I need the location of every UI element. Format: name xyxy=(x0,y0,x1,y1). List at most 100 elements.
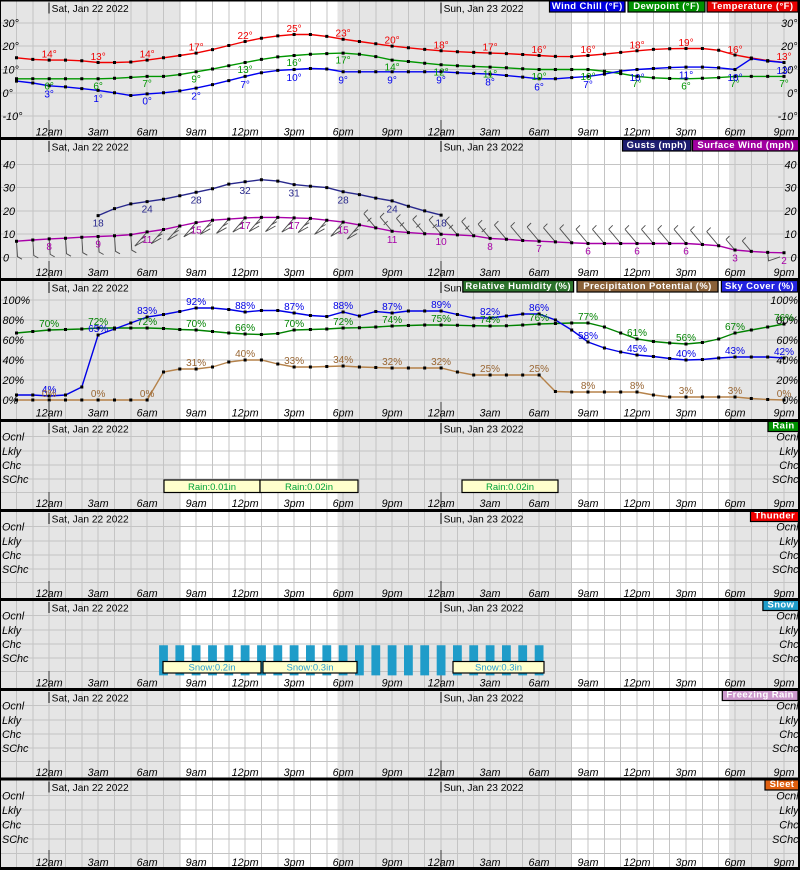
svg-text:Sun, Jan 23 2022: Sun, Jan 23 2022 xyxy=(444,4,524,15)
svg-text:3am: 3am xyxy=(480,408,501,420)
svg-text:7°: 7° xyxy=(779,79,789,90)
svg-text:24: 24 xyxy=(387,205,399,216)
svg-text:12am: 12am xyxy=(428,127,455,139)
svg-text:Ocnl: Ocnl xyxy=(776,611,799,623)
svg-text:9pm: 9pm xyxy=(382,127,403,139)
svg-text:25°: 25° xyxy=(287,24,302,35)
svg-text:12°: 12° xyxy=(434,67,449,78)
svg-text:Snow:0.3in: Snow:0.3in xyxy=(475,663,522,674)
svg-text:10°: 10° xyxy=(727,73,742,84)
svg-text:Sun, Jan 23 2022: Sun, Jan 23 2022 xyxy=(444,604,524,615)
svg-text:72%: 72% xyxy=(88,317,108,328)
svg-text:80%: 80% xyxy=(3,315,25,327)
svg-text:3am: 3am xyxy=(480,127,501,139)
svg-text:16°: 16° xyxy=(580,45,595,56)
svg-text:10: 10 xyxy=(784,229,796,241)
svg-text:Temperature (°F): Temperature (°F) xyxy=(712,1,794,12)
svg-text:6: 6 xyxy=(683,247,689,258)
svg-text:86%: 86% xyxy=(529,303,549,314)
svg-text:6am: 6am xyxy=(529,267,550,279)
svg-text:8: 8 xyxy=(487,242,493,253)
svg-text:72%: 72% xyxy=(333,317,353,328)
svg-text:10: 10 xyxy=(436,237,448,248)
svg-text:6am: 6am xyxy=(137,857,158,869)
svg-text:Thunder: Thunder xyxy=(754,511,795,522)
svg-text:6pm: 6pm xyxy=(725,588,746,600)
svg-text:Lkly: Lkly xyxy=(2,625,22,637)
svg-text:Lkly: Lkly xyxy=(779,715,799,727)
svg-text:9pm: 9pm xyxy=(774,127,795,139)
svg-text:9pm: 9pm xyxy=(774,857,795,869)
svg-text:17°: 17° xyxy=(483,43,498,54)
svg-text:SChc: SChc xyxy=(2,653,29,665)
svg-text:9°: 9° xyxy=(191,74,201,85)
svg-text:75%: 75% xyxy=(431,314,451,325)
svg-text:6am: 6am xyxy=(529,678,550,690)
svg-text:12am: 12am xyxy=(428,857,455,869)
svg-text:3am: 3am xyxy=(480,267,501,279)
svg-text:20°: 20° xyxy=(780,41,798,53)
svg-text:4%: 4% xyxy=(42,385,57,396)
svg-text:Snow:0.3in: Snow:0.3in xyxy=(286,663,333,674)
svg-text:9pm: 9pm xyxy=(382,267,403,279)
svg-text:9am: 9am xyxy=(578,767,599,779)
svg-text:32%: 32% xyxy=(431,357,451,368)
svg-text:25%: 25% xyxy=(529,364,549,375)
svg-text:Freezing Rain: Freezing Rain xyxy=(726,690,794,701)
svg-text:SChc: SChc xyxy=(2,564,29,576)
svg-text:13°: 13° xyxy=(776,66,791,77)
svg-text:Rain:0.02in: Rain:0.02in xyxy=(486,482,534,493)
svg-text:9pm: 9pm xyxy=(382,588,403,600)
svg-text:6am: 6am xyxy=(137,498,158,510)
svg-text:3pm: 3pm xyxy=(284,498,305,510)
svg-text:6am: 6am xyxy=(137,767,158,779)
svg-text:70%: 70% xyxy=(186,319,206,330)
svg-text:Chc: Chc xyxy=(779,729,799,741)
svg-text:9pm: 9pm xyxy=(382,767,403,779)
svg-text:Sun, Jan 23 2022: Sun, Jan 23 2022 xyxy=(444,143,524,154)
svg-text:12pm: 12pm xyxy=(624,498,651,510)
svg-text:3pm: 3pm xyxy=(284,408,305,420)
svg-text:SChc: SChc xyxy=(772,564,799,576)
svg-text:Sat, Jan 22 2022: Sat, Jan 22 2022 xyxy=(52,425,129,436)
svg-text:9pm: 9pm xyxy=(382,498,403,510)
svg-text:11: 11 xyxy=(142,235,153,246)
svg-text:16°: 16° xyxy=(287,58,302,69)
svg-text:40: 40 xyxy=(3,159,15,171)
svg-text:6°: 6° xyxy=(534,82,544,93)
svg-text:12pm: 12pm xyxy=(232,267,259,279)
svg-text:12am: 12am xyxy=(428,408,455,420)
svg-text:40%: 40% xyxy=(676,349,696,360)
svg-text:30: 30 xyxy=(784,183,796,195)
svg-text:43%: 43% xyxy=(725,346,745,357)
svg-text:6°: 6° xyxy=(44,81,54,92)
svg-text:Snow:0.2in: Snow:0.2in xyxy=(188,663,235,674)
svg-text:100%: 100% xyxy=(3,295,31,307)
svg-text:Ocnl: Ocnl xyxy=(2,522,25,534)
svg-text:Dewpoint (°F): Dewpoint (°F) xyxy=(633,1,700,12)
svg-text:12pm: 12pm xyxy=(624,408,651,420)
svg-text:12pm: 12pm xyxy=(232,127,259,139)
svg-text:65%: 65% xyxy=(88,324,108,335)
svg-text:Ocnl: Ocnl xyxy=(776,791,799,803)
svg-text:12pm: 12pm xyxy=(624,678,651,690)
svg-text:9pm: 9pm xyxy=(774,408,795,420)
svg-text:2°: 2° xyxy=(191,92,201,103)
svg-text:40: 40 xyxy=(784,159,796,171)
svg-text:6pm: 6pm xyxy=(725,767,746,779)
svg-text:9am: 9am xyxy=(578,408,599,420)
svg-text:9am: 9am xyxy=(186,767,207,779)
svg-text:Rain:0.02in: Rain:0.02in xyxy=(285,482,333,493)
svg-text:9°: 9° xyxy=(436,75,446,86)
svg-text:32%: 32% xyxy=(382,357,402,368)
svg-text:3am: 3am xyxy=(88,127,109,139)
svg-text:6: 6 xyxy=(585,247,591,258)
svg-text:28: 28 xyxy=(191,195,203,206)
svg-text:3am: 3am xyxy=(88,267,109,279)
svg-text:3pm: 3pm xyxy=(676,588,697,600)
svg-text:20: 20 xyxy=(783,206,796,218)
svg-text:Gusts (mph): Gusts (mph) xyxy=(627,140,687,151)
svg-text:Sun, Jan 23 2022: Sun, Jan 23 2022 xyxy=(444,783,524,794)
svg-text:0°: 0° xyxy=(787,88,798,100)
svg-text:3am: 3am xyxy=(480,498,501,510)
